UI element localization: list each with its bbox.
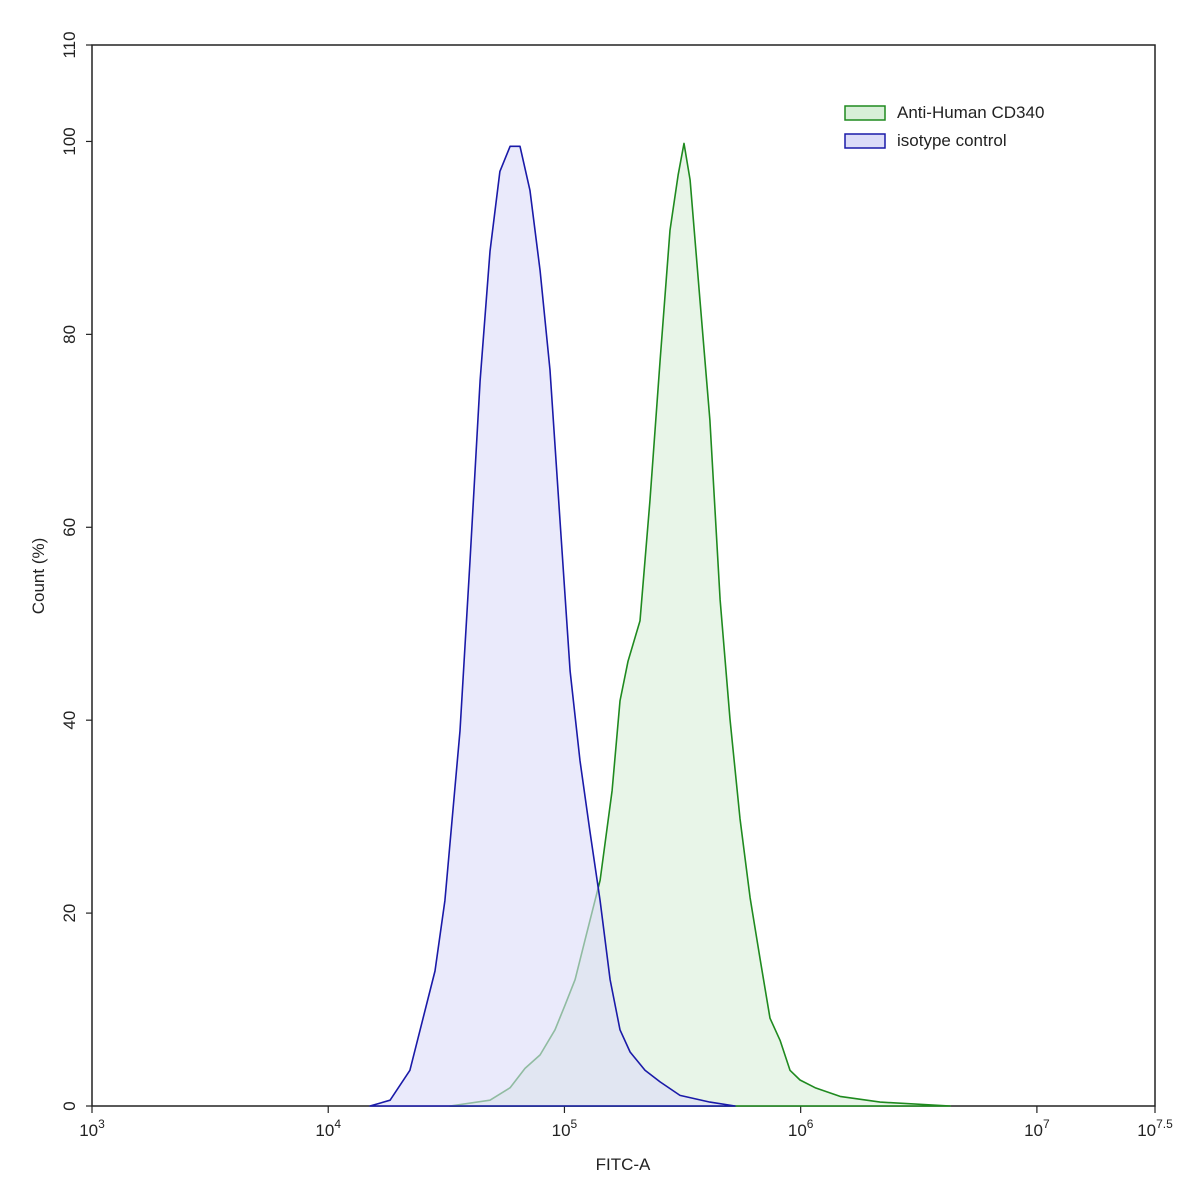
x-tick-exponent: 7.5 (1156, 1117, 1173, 1131)
y-tick-label: 110 (60, 31, 79, 58)
x-tick-base: 10 (1024, 1121, 1043, 1140)
legend-label: Anti-Human CD340 (897, 103, 1044, 122)
x-tick-label: 104 (315, 1117, 341, 1140)
x-tick-exponent: 7 (1043, 1117, 1050, 1131)
x-tick-exponent: 3 (98, 1117, 105, 1131)
y-tick-label: 20 (60, 904, 79, 923)
y-tick-label: 40 (60, 711, 79, 730)
x-tick-base: 10 (788, 1121, 807, 1140)
y-axis-label: Count (%) (29, 538, 48, 615)
x-tick-label: 107 (1024, 1117, 1050, 1140)
legend-swatch (844, 105, 886, 121)
x-tick-label: 107.5 (1137, 1117, 1173, 1140)
y-tick-label: 0 (60, 1101, 79, 1110)
x-tick-exponent: 5 (571, 1117, 578, 1131)
x-tick-label: 106 (788, 1117, 814, 1140)
legend-swatch (844, 133, 886, 149)
x-tick-base: 10 (79, 1121, 98, 1140)
x-tick-base: 10 (552, 1121, 571, 1140)
x-tick-label: 103 (79, 1117, 105, 1140)
y-tick-label: 60 (60, 518, 79, 537)
x-tick-exponent: 4 (334, 1117, 341, 1131)
x-tick-base: 10 (1137, 1121, 1156, 1140)
legend-label: isotype control (897, 131, 1007, 150)
histogram-curve (369, 145, 736, 1107)
x-tick-base: 10 (315, 1121, 334, 1140)
x-tick-exponent: 6 (807, 1117, 814, 1131)
y-tick-label: 80 (60, 325, 79, 344)
x-axis-label: FITC-A (596, 1155, 651, 1174)
y-tick-label: 100 (60, 127, 79, 155)
x-tick-label: 105 (552, 1117, 578, 1140)
